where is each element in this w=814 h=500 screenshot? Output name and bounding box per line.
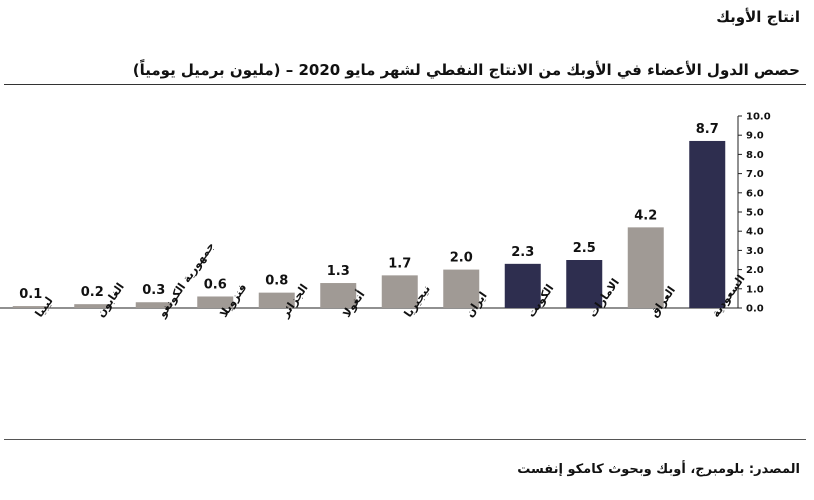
- bar-value-label: 0.6: [204, 277, 227, 292]
- y-tick-label: 8.0: [746, 150, 764, 161]
- bar: [12, 306, 49, 308]
- y-tick-label: 7.0: [746, 169, 764, 180]
- bar-value-label: 2.5: [573, 241, 596, 256]
- section-title: انتاج الأوبك: [716, 8, 800, 26]
- bar-value-label: 8.7: [696, 122, 719, 137]
- y-tick-label: 6.0: [746, 188, 764, 199]
- bar: [258, 292, 295, 308]
- bar-chart: 0.01.02.03.04.05.06.07.08.09.010.00.1ليب…: [0, 112, 771, 321]
- bar: [566, 260, 603, 308]
- bar-value-label: 0.3: [142, 283, 165, 298]
- bar-value-label: 1.7: [388, 256, 411, 271]
- bar: [320, 283, 357, 308]
- y-tick-label: 5.0: [746, 208, 764, 219]
- bar: [197, 296, 234, 308]
- bar: [443, 269, 480, 308]
- footer-divider: [4, 439, 806, 440]
- bar: [689, 140, 726, 308]
- y-tick-label: 1.0: [746, 284, 764, 295]
- y-tick-label: 3.0: [746, 246, 764, 257]
- bar-value-label: 1.3: [327, 264, 350, 279]
- bar: [627, 227, 664, 308]
- bar: [74, 304, 111, 308]
- y-tick-label: 2.0: [746, 265, 764, 276]
- bar-value-label: 2.0: [450, 251, 473, 266]
- bar: [504, 263, 541, 308]
- title-divider: [4, 84, 806, 85]
- y-tick-label: 10.0: [746, 112, 771, 123]
- source-note: المصدر: بلومبرج، أوبك وبحوث كامكو إنفست: [517, 462, 800, 477]
- chart-title: حصص الدول الأعضاء في الأوبك من الانتاج ا…: [132, 61, 800, 79]
- y-tick-label: 0.0: [746, 304, 764, 315]
- y-tick-label: 4.0: [746, 227, 764, 238]
- bar: [381, 275, 418, 308]
- bar-value-label: 0.1: [19, 287, 42, 302]
- y-tick-label: 9.0: [746, 131, 764, 142]
- bar-value-label: 0.8: [265, 274, 288, 289]
- bar-value-label: 2.3: [511, 245, 534, 260]
- bar-value-label: 4.2: [634, 208, 657, 223]
- bar: [135, 302, 172, 308]
- bar-value-label: 0.2: [81, 285, 104, 300]
